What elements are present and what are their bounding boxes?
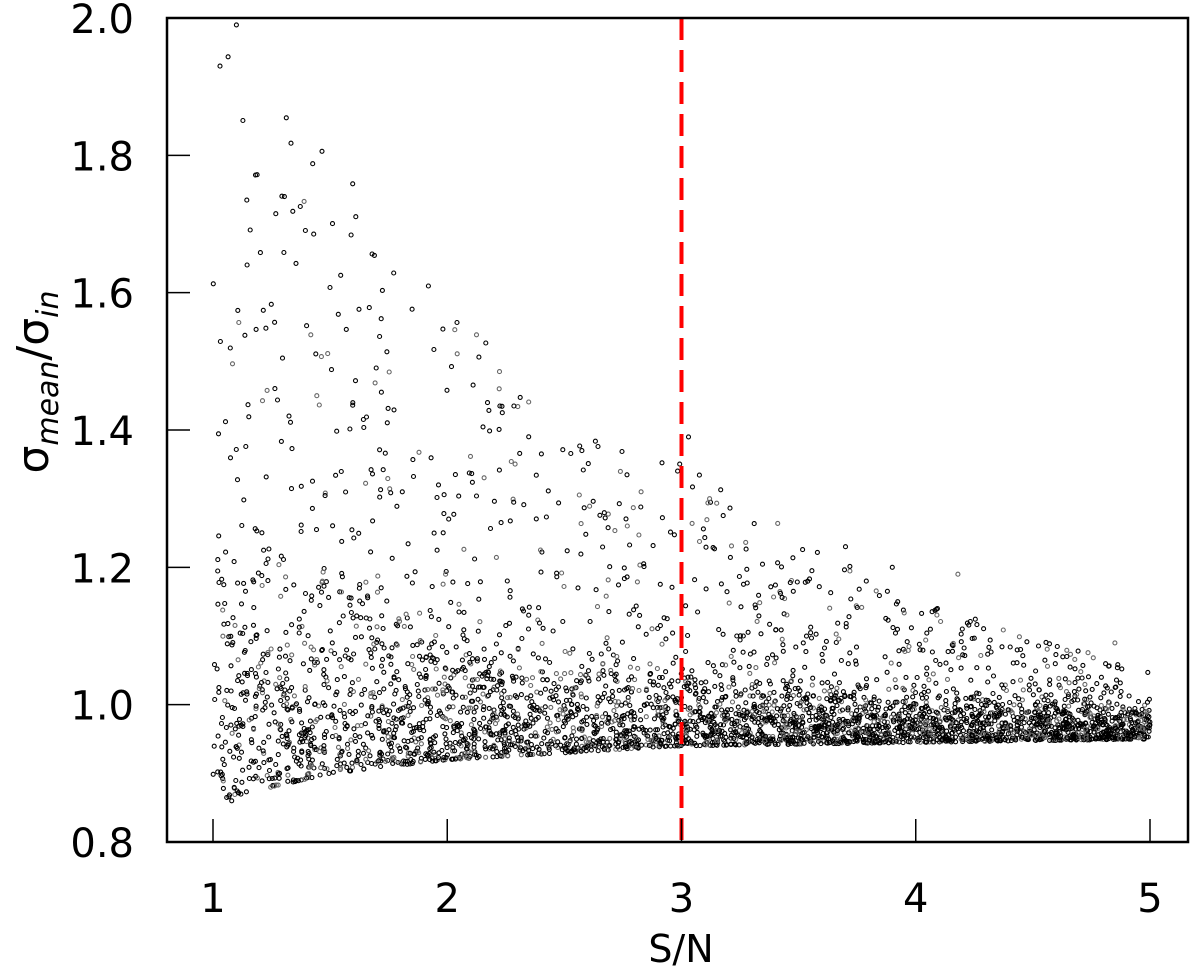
y-tick-label: 1.6: [70, 272, 134, 318]
x-tick-label: 5: [1137, 876, 1162, 922]
scatter-points: [210, 22, 1153, 804]
y-tick-label: 1.8: [70, 134, 134, 180]
y-tick-label: 0.8: [70, 821, 134, 867]
y-tick-label: 1.0: [70, 684, 134, 730]
y-tick-label: 1.2: [70, 546, 134, 592]
x-tick-label: 3: [669, 876, 694, 922]
x-axis-label: S/N: [648, 927, 713, 971]
x-tick-label: 4: [903, 876, 928, 922]
x-tick-label: 2: [435, 876, 460, 922]
y-axis-label: σmean/σin: [8, 290, 66, 473]
x-axis-ticks: 1 2 3 4 5: [200, 819, 1163, 922]
x-tick-label: 1: [200, 876, 225, 922]
y-tick-label: 2.0: [70, 0, 134, 43]
y-axis-ticks: 0.8 1.0 1.2 1.4 1.6 1.8 2.0: [70, 0, 190, 867]
y-tick-label: 1.4: [70, 409, 134, 455]
